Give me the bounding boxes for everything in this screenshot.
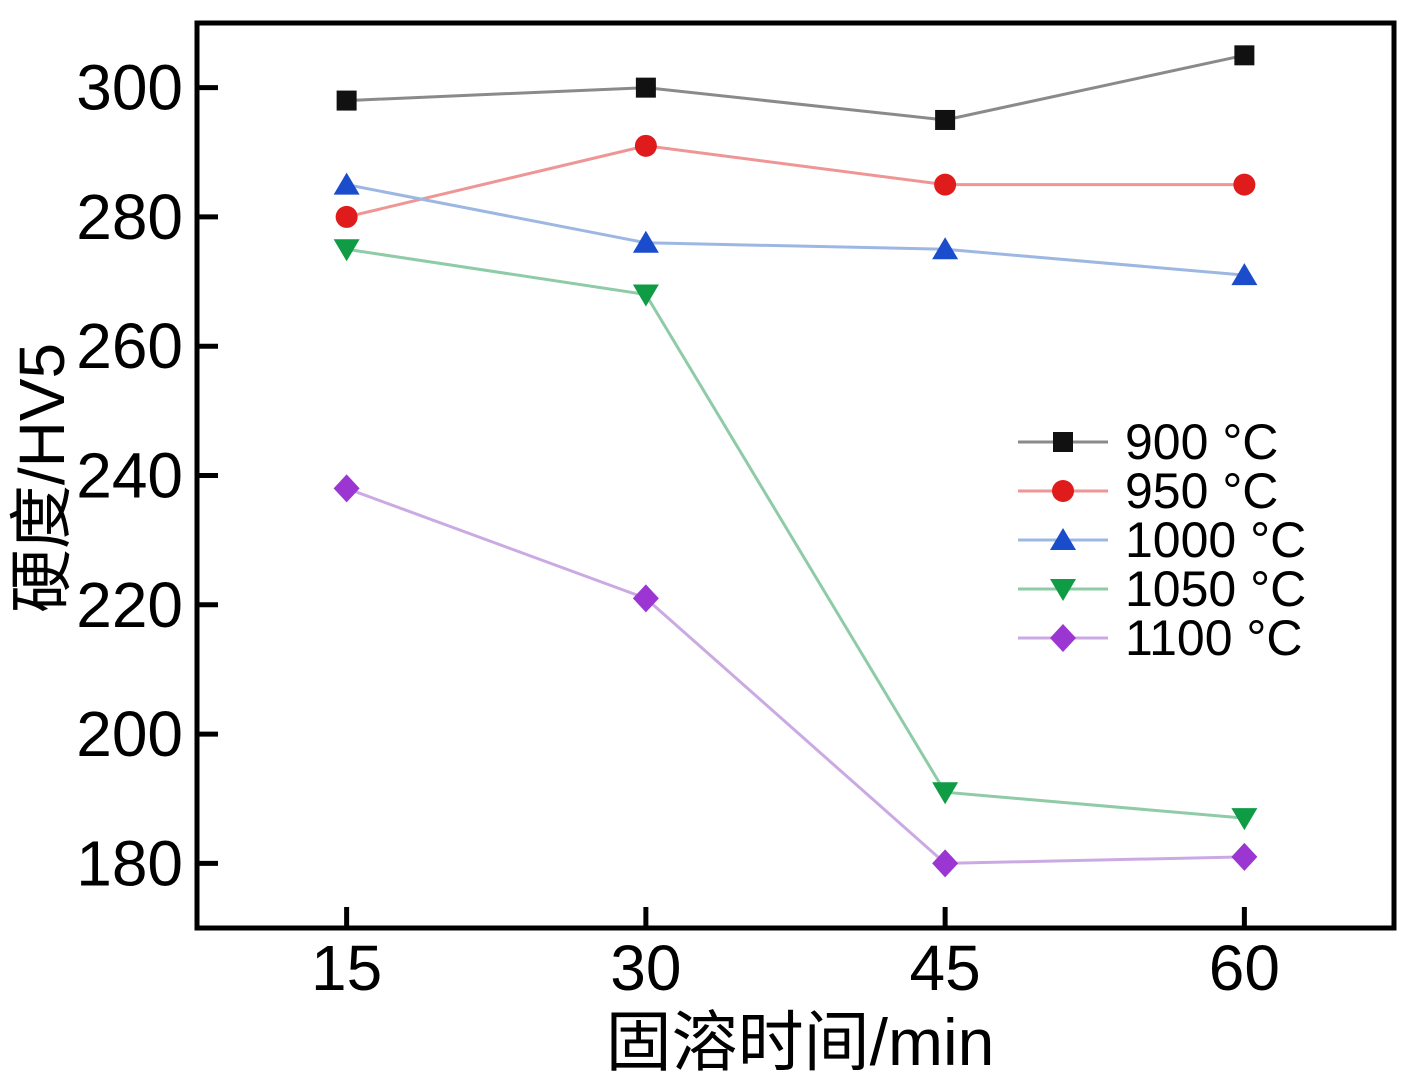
y-tick-label: 220 <box>76 569 183 641</box>
x-axis-title: 固溶时间/min <box>606 1005 995 1079</box>
legend-label: 1050 °C <box>1125 561 1306 617</box>
y-tick-label: 280 <box>76 181 183 253</box>
series-marker-950 °C <box>335 205 358 228</box>
series-marker-1000 °C <box>1231 263 1258 286</box>
legend-swatch-marker <box>1053 432 1073 452</box>
series-marker-950 °C <box>934 173 957 196</box>
series-marker-1100 °C <box>932 849 959 878</box>
series-line-1000 °C <box>346 183 1245 277</box>
legend-swatch-marker <box>1050 624 1076 652</box>
series-marker-1100 °C <box>333 474 360 503</box>
series-line-1100 °C <box>346 487 1245 865</box>
series-marker-1000 °C <box>632 230 659 253</box>
legend-label: 1100 °C <box>1125 610 1303 666</box>
series-marker-1000 °C <box>333 172 360 195</box>
series-line-950 °C <box>346 144 1245 219</box>
y-tick-label: 180 <box>76 827 183 899</box>
x-tick-label: 60 <box>1209 932 1280 1004</box>
series-marker-950 °C <box>1233 173 1256 196</box>
y-tick-label: 300 <box>76 52 183 124</box>
y-tick-label: 240 <box>76 440 183 512</box>
series-line-900 °C <box>346 53 1245 122</box>
series-marker-1050 °C <box>333 239 360 262</box>
x-tick-label: 15 <box>311 932 382 1004</box>
series-marker-950 °C <box>634 134 657 157</box>
series-line-1050 °C <box>346 247 1245 820</box>
series-marker-900 °C <box>635 77 656 98</box>
legend-label: 900 °C <box>1125 414 1278 470</box>
series-marker-900 °C <box>1234 45 1255 66</box>
series-marker-1100 °C <box>1231 842 1258 871</box>
series-marker-900 °C <box>935 109 956 130</box>
legend-swatch-marker <box>1050 528 1076 550</box>
legend-swatch-marker <box>1050 579 1076 601</box>
series-marker-900 °C <box>336 90 357 111</box>
series-marker-1100 °C <box>632 584 659 613</box>
x-tick-label: 45 <box>910 932 981 1004</box>
series-marker-1050 °C <box>1231 808 1258 831</box>
legend-label: 950 °C <box>1125 463 1278 519</box>
legend-label: 1000 °C <box>1125 512 1306 568</box>
legend-swatch-marker <box>1052 480 1074 502</box>
y-axis-title: 硬度/HV5 <box>6 343 78 613</box>
series-marker-1050 °C <box>632 284 659 307</box>
x-tick-label: 30 <box>610 932 681 1004</box>
y-tick-label: 200 <box>76 698 183 770</box>
series-marker-1000 °C <box>932 237 959 260</box>
y-tick-label: 260 <box>76 310 183 382</box>
series-marker-1050 °C <box>932 782 959 805</box>
